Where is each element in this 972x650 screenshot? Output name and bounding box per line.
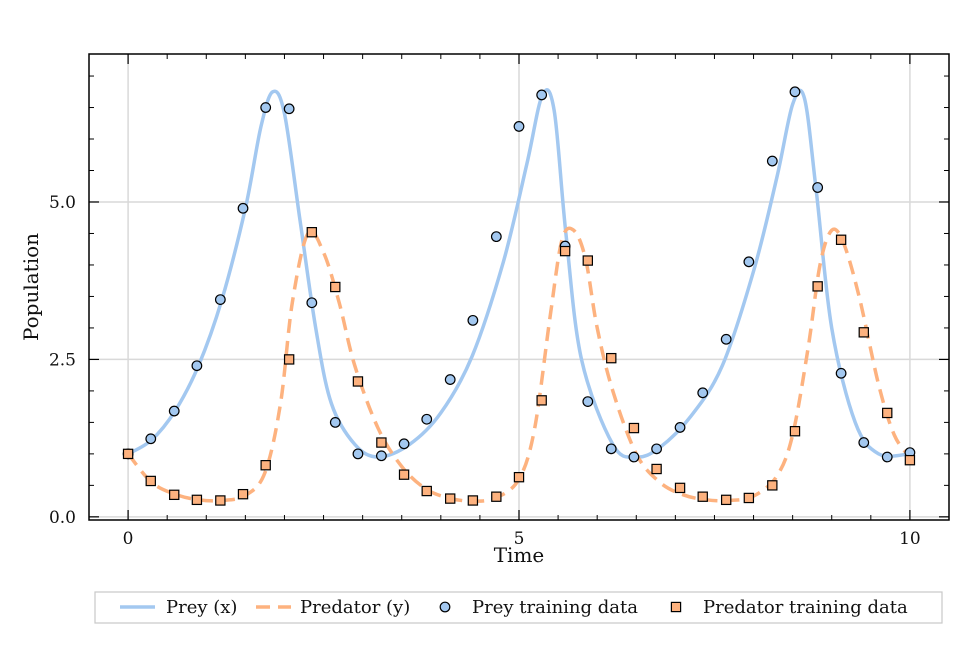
prey-point [812,182,824,193]
predator-point [559,245,571,257]
prey-point [467,314,479,326]
axis-ticks [88,54,950,520]
predator-point [628,422,640,434]
predator-point [536,395,547,406]
prey-point [881,451,893,463]
predator-point [145,475,156,487]
legend-label: Prey training data [472,597,638,618]
prey-point [329,416,341,428]
y-tick-label: 5.0 [49,193,76,213]
predator-point [237,488,249,500]
predator-point [697,491,708,502]
prey-point [766,155,778,167]
prey-point [858,437,870,448]
predator-point [720,494,732,506]
predator-point [215,495,226,506]
legend-label: Prey (x) [166,597,237,618]
predator-point [122,448,134,460]
prey-line [127,88,911,459]
predator-point [743,492,755,504]
predator-point [835,234,847,245]
predator-point [789,426,801,437]
predator-point [513,471,525,483]
prey-point [536,89,548,101]
predator-point [260,460,271,471]
x-tick-label: 10 [899,529,921,549]
prey-point [352,448,364,460]
prey-point [605,443,617,455]
x-tick-label: 0 [123,529,134,549]
legend-label: Predator (y) [300,597,410,618]
prey-point [191,360,203,372]
legend-box [94,591,943,624]
legend-swatch-predator-marker [670,601,682,613]
prey-point [283,103,295,115]
prey-point [306,297,318,309]
predator-point [283,354,295,365]
prey-point [260,102,272,113]
prey-point [145,433,157,445]
y-tick-label: 2.5 [49,350,76,370]
prey-point [789,86,801,98]
prey-point [697,387,709,399]
prey-point [444,374,456,385]
predator-point [491,491,502,502]
predator-line [126,226,912,503]
y-axis-label: Population [19,233,43,341]
prey-point [651,443,662,455]
predator-point [376,437,387,448]
predator-point [812,281,823,292]
prey-point [720,333,732,345]
y-tick-label: 0.0 [49,508,76,528]
training-markers [122,86,916,506]
prey-point [835,367,847,379]
predator-point [767,480,778,491]
prey-point [398,438,410,450]
x-axis-label: Time [494,543,545,567]
predator-point [306,227,318,238]
predator-point [582,255,594,266]
prey-point [674,422,686,433]
predator-point [445,493,456,504]
prey-point [513,121,525,132]
predator-point [904,454,916,466]
tick-labels: 0 5 10 0.0 2.5 5.0 [49,193,921,549]
predator-point [674,482,686,494]
prey-point [237,202,249,214]
legend-swatch-prey-marker [439,601,451,613]
prey-point [376,450,387,462]
prey-point [168,405,180,417]
predator-point [330,281,341,293]
predator-point [651,463,662,475]
predator-point [606,352,617,364]
predator-point [858,327,869,338]
predator-point [398,469,410,480]
prey-point [214,294,226,305]
predator-point [191,494,203,506]
predator-point [467,495,479,506]
predator-point [882,407,893,419]
predator-point [169,489,180,501]
x-tick-label: 5 [514,529,525,549]
predator-point [352,376,364,387]
prey-point [743,256,755,268]
predator-point [421,485,432,497]
prey-point [582,396,594,408]
prey-point [628,451,640,463]
prey-point [421,413,433,425]
prey-point [490,231,502,243]
legend-label: Predator training data [703,597,908,618]
legend: Prey (x) Predator (y) Prey training data Pr… [94,591,943,624]
series-lines [126,88,912,503]
